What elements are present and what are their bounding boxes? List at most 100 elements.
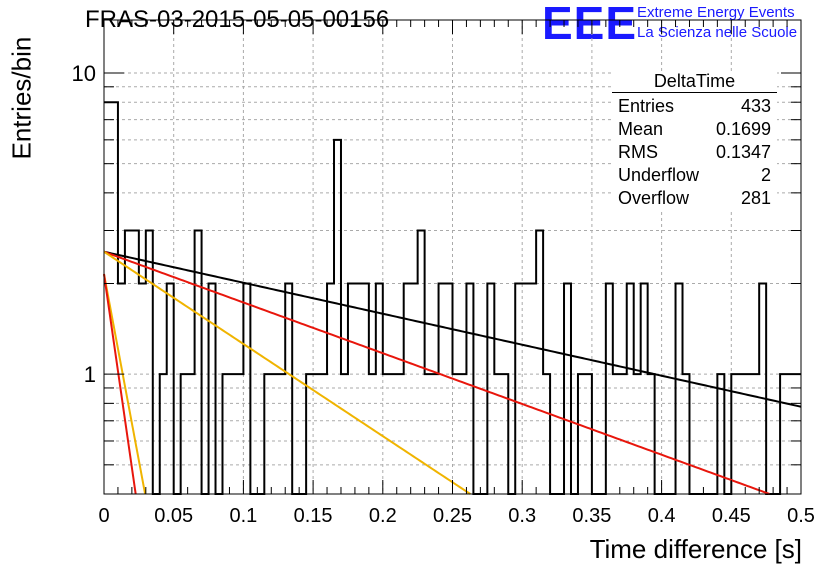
histogram-bin — [362, 284, 369, 494]
stats-row: Entries 433 — [612, 95, 777, 118]
histogram-bin — [459, 374, 466, 494]
histogram-bin — [167, 284, 174, 494]
stats-value: 2 — [760, 165, 771, 185]
histogram-bin — [745, 374, 752, 494]
histogram-bin — [383, 374, 390, 494]
histogram-bin — [522, 284, 529, 494]
histogram-bin — [320, 374, 327, 494]
stats-value: 281 — [740, 188, 771, 208]
histogram-bin — [181, 374, 188, 494]
axes-frame — [103, 19, 802, 495]
histogram-bin — [683, 374, 690, 494]
histogram-bin — [794, 374, 801, 494]
stats-label: RMS — [618, 142, 658, 162]
histogram-bin — [209, 284, 216, 494]
histogram-bin — [466, 284, 473, 494]
histogram-bin — [641, 284, 648, 494]
logo-line-2: La Scienza nelle Scuole — [637, 24, 798, 41]
histogram-bin — [418, 230, 425, 494]
histogram-bin — [376, 284, 383, 494]
y-tick-label: 10 — [72, 61, 96, 86]
histogram-bin — [752, 374, 759, 494]
histogram-bin — [243, 284, 250, 494]
x-tick-label: 0.15 — [294, 505, 333, 527]
histogram-bin — [411, 284, 418, 494]
histogram-bin — [515, 284, 522, 494]
histogram-bin — [529, 284, 536, 494]
histogram-bin — [285, 284, 292, 494]
histogram-bin — [264, 374, 271, 494]
y-tick-label: 1 — [84, 362, 96, 387]
histogram-bin — [188, 374, 195, 494]
histogram-bin — [369, 374, 376, 494]
histogram-bin — [278, 374, 285, 494]
stats-value: 0.1699 — [715, 119, 771, 139]
histogram-bin — [759, 284, 766, 494]
histogram-bin — [564, 284, 571, 494]
fit-curve — [103, 273, 147, 495]
x-axis-label: Time difference [s] — [589, 534, 802, 564]
histogram-bin — [446, 284, 453, 494]
histogram-bin — [229, 374, 236, 494]
histogram-bin — [648, 374, 655, 494]
histogram-bin — [585, 374, 592, 494]
fit-curve — [103, 250, 802, 408]
stats-value: 433 — [740, 96, 771, 116]
histogram-bin — [160, 374, 167, 494]
histogram-bin — [425, 374, 432, 494]
histogram-bin — [404, 284, 411, 494]
histogram-bin — [327, 284, 334, 494]
histogram-bin — [222, 374, 229, 494]
histogram-bin — [111, 102, 118, 494]
histogram-bin — [390, 374, 397, 494]
histogram-bin — [536, 230, 543, 494]
fit-curves — [103, 250, 802, 495]
histogram-bin — [397, 374, 404, 494]
x-tick-label: 0.25 — [433, 505, 472, 527]
histogram-bin — [355, 284, 362, 494]
histogram-bin — [236, 374, 243, 494]
stats-row: Overflow 281 — [612, 187, 777, 210]
histogram-bin — [787, 374, 794, 494]
histogram-bin — [432, 374, 439, 494]
y-axis-label: Entries/bin — [6, 36, 37, 160]
histogram-bin — [487, 284, 494, 494]
histogram-bin — [634, 374, 641, 494]
fit-curve — [103, 273, 137, 495]
stats-label: Entries — [618, 96, 675, 116]
histogram-bin — [334, 140, 341, 494]
logo-line-1: Extreme Energy Events — [637, 4, 795, 21]
histogram-bin — [439, 284, 446, 494]
histogram-bin — [620, 374, 627, 494]
histogram-bin — [195, 230, 202, 494]
histogram-bin — [341, 374, 348, 494]
stats-row: Mean 0.1699 — [612, 118, 777, 141]
histogram-bin — [494, 374, 501, 494]
histogram-bin — [501, 374, 508, 494]
stats-label: Underflow — [618, 165, 700, 185]
histogram-bin — [613, 374, 620, 494]
histogram-bin — [543, 374, 550, 494]
histogram-bin — [578, 374, 585, 494]
histogram-bin — [306, 374, 313, 494]
fit-curve — [103, 250, 770, 495]
stats-label: Mean — [618, 119, 664, 139]
x-tick-label: 0.1 — [229, 505, 257, 527]
stats-row: RMS 0.1347 — [612, 141, 777, 164]
histogram-bin — [627, 284, 634, 494]
stats-box-title: DeltaTime — [612, 71, 777, 93]
x-tick-label: 0.3 — [508, 505, 536, 527]
fit-curve — [103, 250, 471, 495]
histogram-bin — [453, 374, 460, 494]
x-tick-label: 0.05 — [154, 505, 193, 527]
stats-label: Overflow — [618, 188, 690, 208]
histogram-bin — [780, 374, 787, 494]
x-tick-label: 0.2 — [369, 505, 397, 527]
stats-box: DeltaTime Entries 433 Mean 0.1699 RMS 0.134… — [612, 71, 777, 210]
histogram-bin — [606, 284, 613, 494]
x-tick-label: 0.45 — [712, 505, 751, 527]
x-tick-label: 0.5 — [787, 505, 815, 527]
eee-logo: EEE — [542, 0, 638, 49]
x-tick-label: 0.35 — [572, 505, 611, 527]
